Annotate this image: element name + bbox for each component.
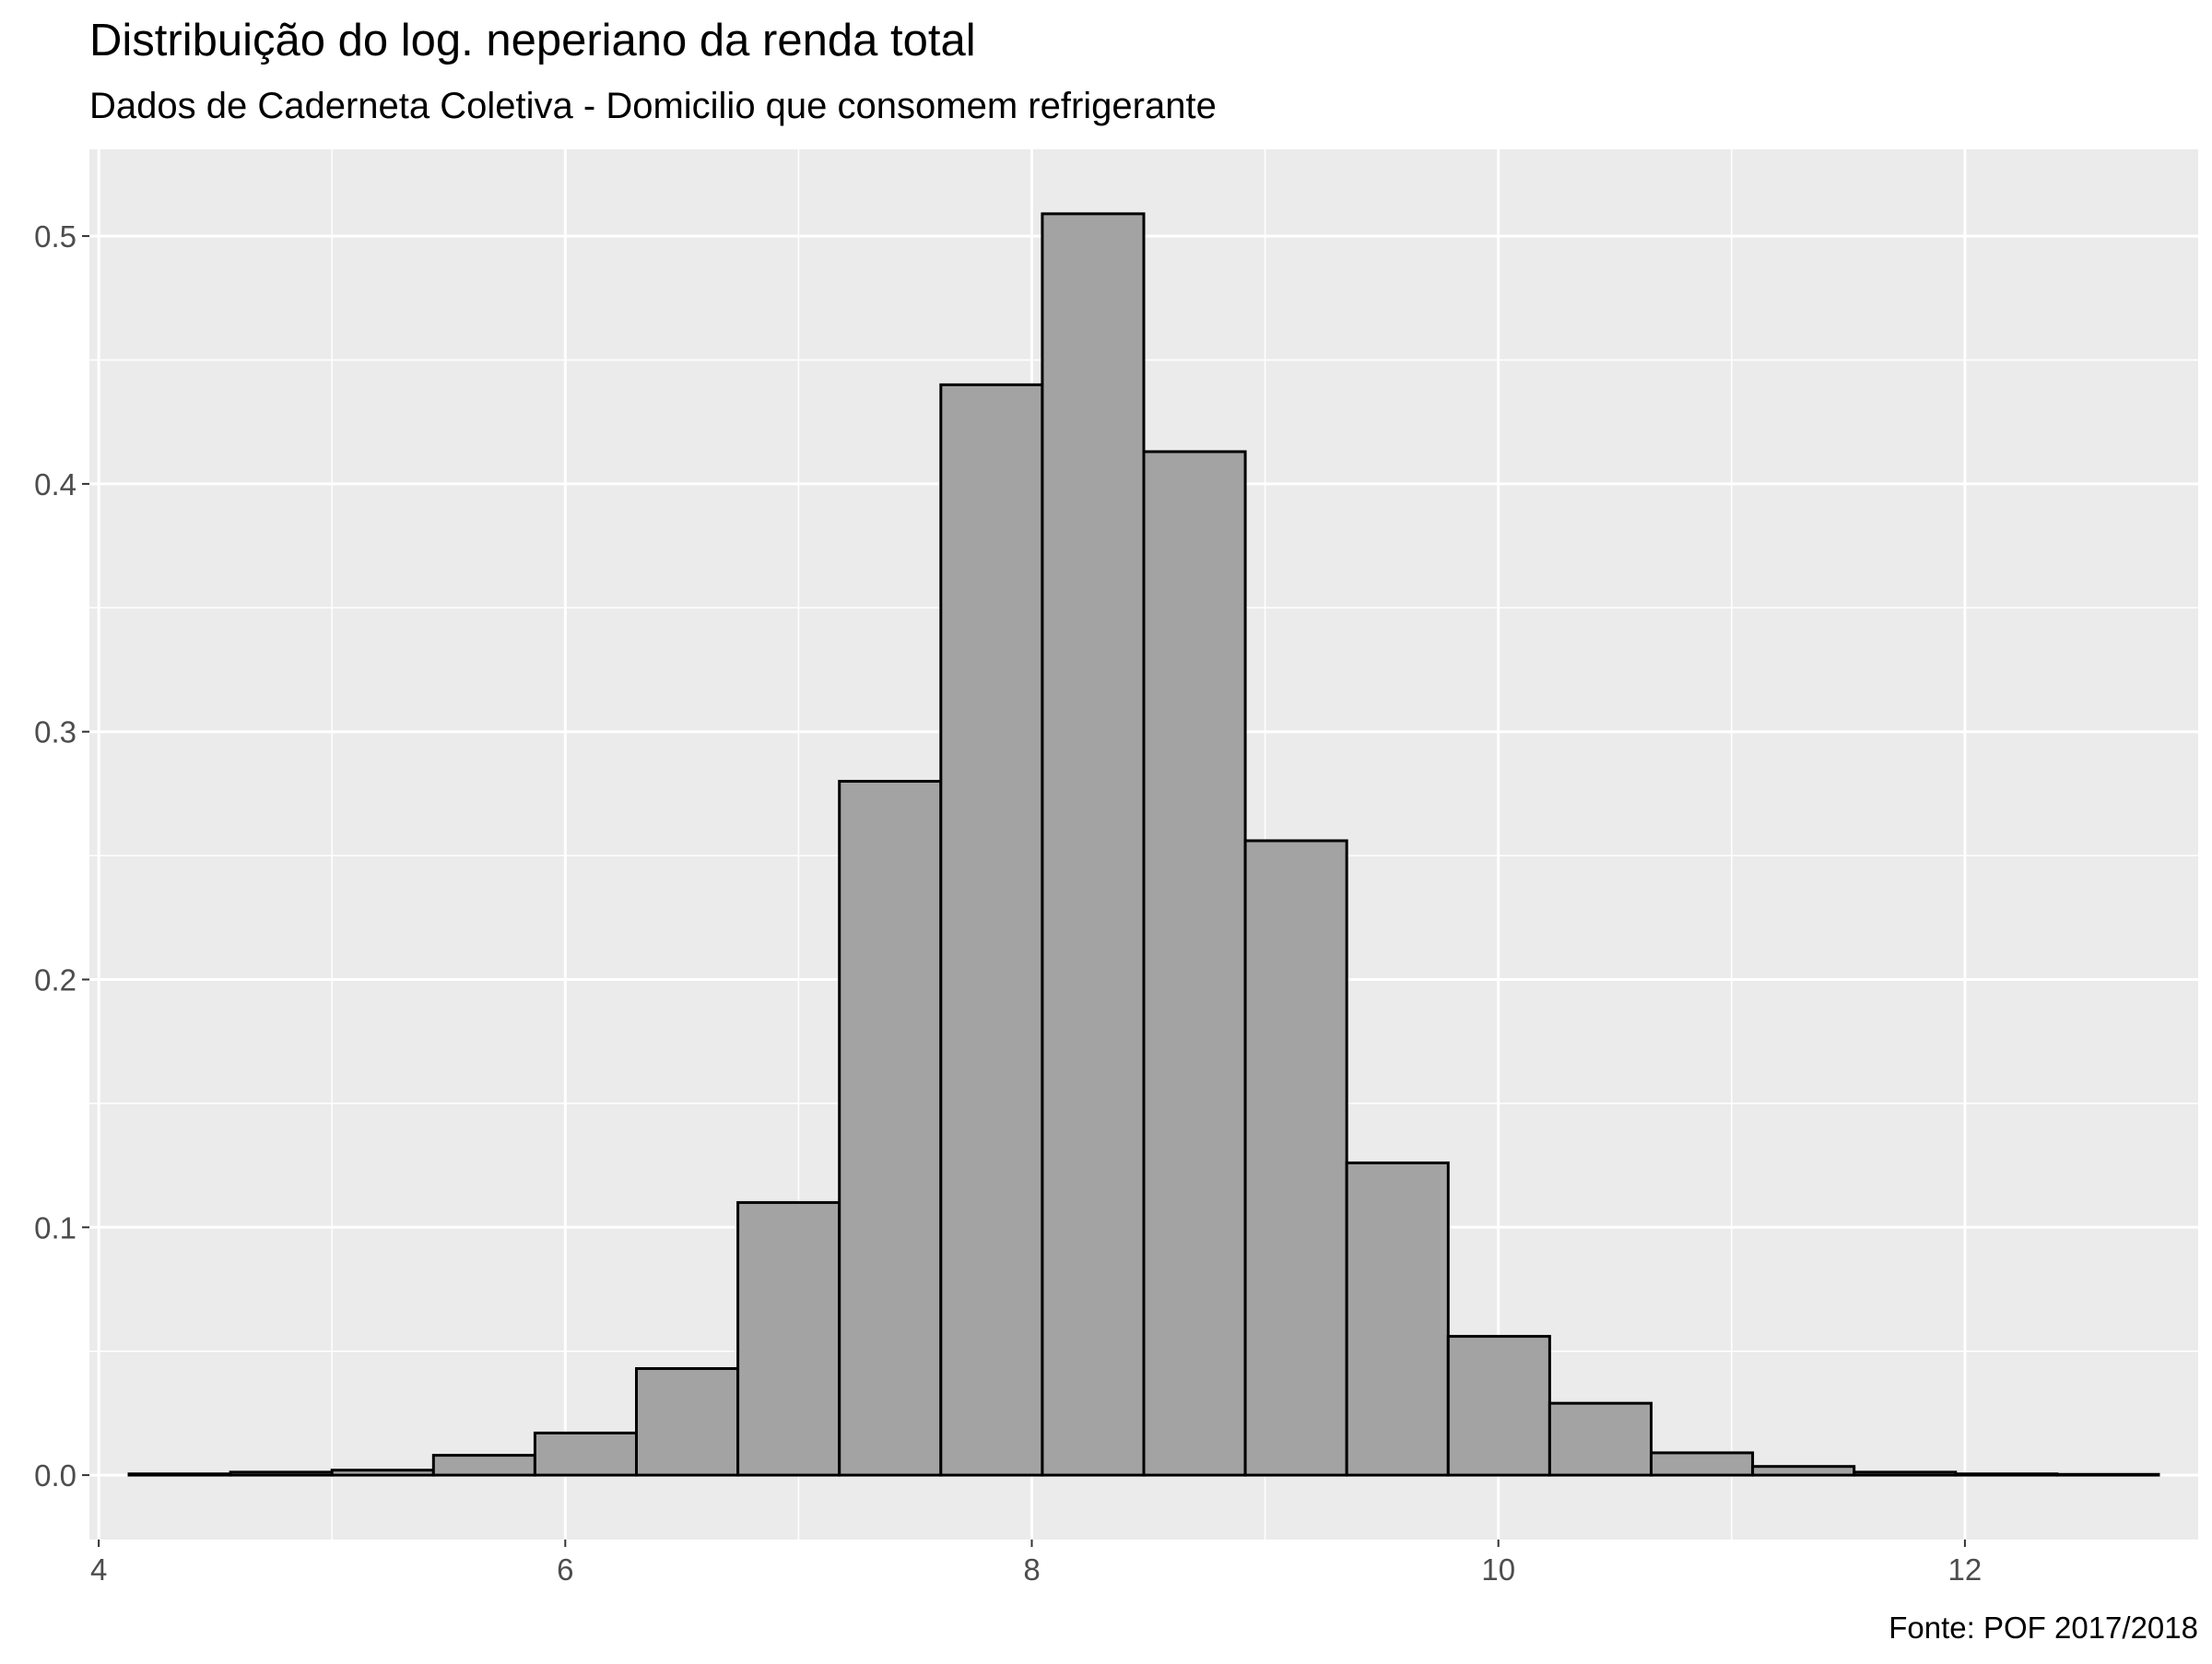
axes: 4 6 8 10 12 0.0 0.1 0.2 0.3 0.4 0.5 [34,219,1982,1587]
histogram-bar [1853,1470,1958,1477]
histogram-bar [1446,1335,1551,1477]
y-tick-label: 0.0 [34,1458,76,1493]
chart-title: Distribuição do log. neperiano da renda … [89,16,976,65]
x-tick-label: 10 [1481,1552,1515,1587]
histogram-bar [1243,839,1348,1477]
x-tick-label: 4 [90,1552,107,1587]
histogram-bar [1041,212,1146,1477]
histogram-bar [127,1472,232,1477]
y-tick-label: 0.3 [34,715,76,749]
y-tick-label: 0.1 [34,1210,76,1245]
x-tick-label: 6 [557,1552,573,1587]
histogram-bar [1751,1465,1856,1477]
histogram-bar [635,1367,740,1477]
histogram-bar [330,1469,435,1477]
histogram-bar [736,1200,841,1477]
histogram-bar [533,1431,639,1477]
histogram-bars [127,212,2160,1477]
histogram-bar [1954,1472,2059,1477]
histogram-bar [1345,1161,1450,1477]
histogram-bar [431,1454,536,1477]
y-tick-label: 0.4 [34,467,76,502]
x-tick-label: 12 [1948,1552,1983,1587]
x-tick-label: 8 [1023,1552,1040,1587]
histogram-bar [1142,450,1247,1477]
chart-subtitle: Dados de Caderneta Coletiva - Domicilio … [89,86,1217,126]
y-tick-label: 0.5 [34,219,76,254]
histogram-bar [939,383,1044,1477]
histogram-bar [838,779,943,1477]
histogram-bar [1649,1451,1755,1477]
histogram-bar [1547,1401,1653,1477]
y-tick-label: 0.2 [34,962,76,997]
histogram-bar [229,1470,334,1477]
histogram-bar [2055,1472,2160,1477]
chart-caption: Fonte: POF 2017/2018 [1888,1611,2198,1645]
